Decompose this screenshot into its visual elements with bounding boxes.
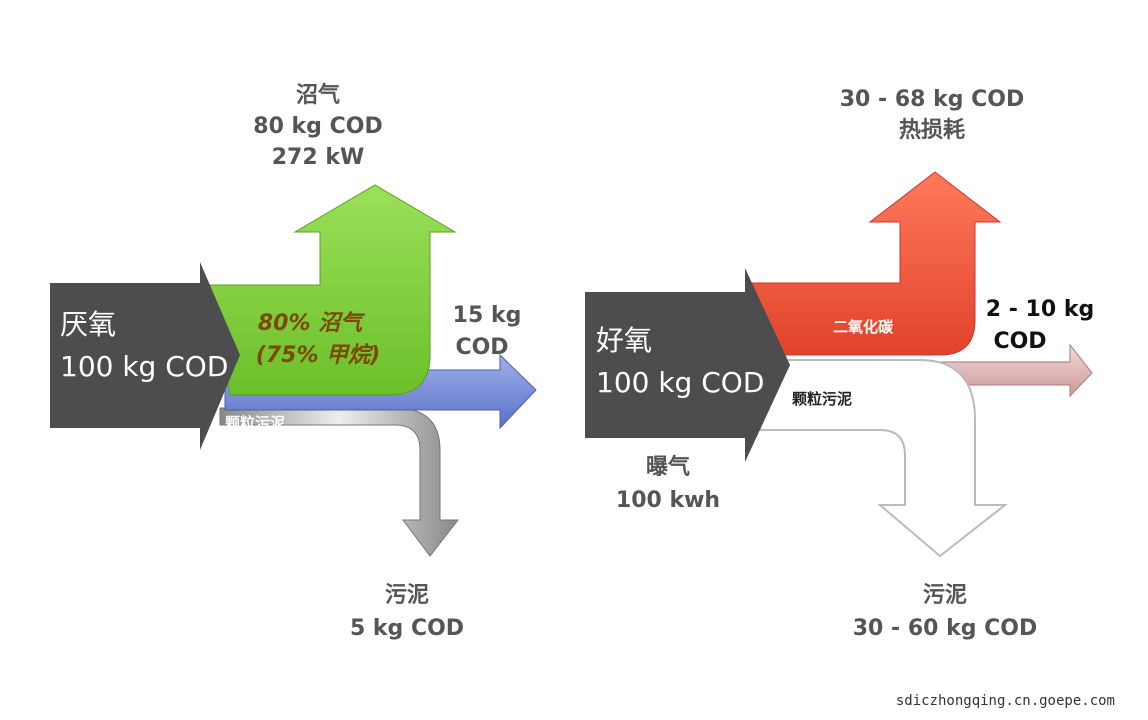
- label: COD: [993, 329, 1046, 354]
- label: 30 - 68 kg COD: [840, 87, 1025, 112]
- input-arrow: [50, 262, 240, 450]
- label: COD: [455, 335, 508, 360]
- label: 2 - 10 kg: [986, 297, 1094, 322]
- label: 15 kg: [453, 303, 522, 328]
- label: 热损耗: [899, 117, 965, 143]
- label: 好氧: [596, 324, 652, 357]
- heat-arrow: [749, 171, 1002, 356]
- label: 曝气: [646, 454, 690, 480]
- label: 污泥: [923, 583, 967, 608]
- label: 80% 沼气: [258, 311, 365, 336]
- footer: sdiczhongqing.cn.goepe.com: [896, 693, 1115, 709]
- label: 80 kg COD: [253, 114, 382, 139]
- label: 100 kg COD: [596, 366, 764, 399]
- label: 100 kwh: [616, 488, 720, 513]
- label: 沼气: [296, 82, 340, 108]
- input-arrow: [585, 268, 790, 462]
- label: 厌氧: [60, 308, 116, 341]
- sludge-arrow: [219, 407, 460, 557]
- label: 5 kg COD: [350, 616, 464, 641]
- label: 颗粒污泥: [225, 414, 285, 432]
- label: 100 kg COD: [60, 350, 228, 383]
- sludge-arrow: [759, 359, 1008, 558]
- label: 30 - 60 kg COD: [853, 616, 1038, 641]
- label: 污泥: [385, 583, 429, 608]
- label: (75% 甲烷): [256, 342, 380, 368]
- label: 272 kW: [272, 145, 364, 170]
- label: 颗粒污泥: [792, 390, 852, 408]
- label: 二氧化碳: [833, 318, 894, 336]
- biogas-arrow: [209, 184, 457, 396]
